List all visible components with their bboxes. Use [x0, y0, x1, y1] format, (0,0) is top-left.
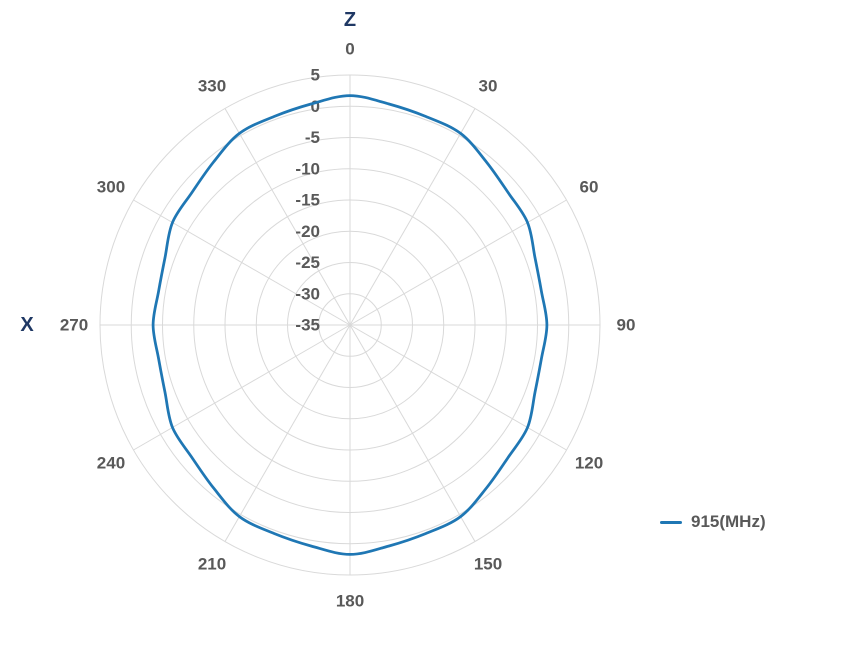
radial-tick-label: -10: [295, 159, 320, 178]
angular-tick-label: 90: [617, 316, 636, 335]
legend: 915(MHz): [660, 512, 766, 532]
grid-spoke: [224, 324, 351, 542]
radial-tick-label: -5: [305, 128, 320, 147]
legend-label: 915(MHz): [691, 512, 766, 531]
angular-tick-label: 120: [575, 454, 603, 473]
grid-spoke: [224, 108, 351, 326]
radial-tick-label: 5: [311, 66, 320, 85]
grid-spoke: [349, 108, 476, 326]
grid-spoke: [133, 324, 351, 451]
angular-tick-label: 300: [97, 178, 125, 197]
angular-tick-label: 150: [474, 555, 502, 574]
angular-tick-labels: 0 30 60 90 120 150 180 210 240 270 300 330: [60, 40, 636, 611]
angular-tick-label: 270: [60, 316, 88, 335]
z-axis-label: Z: [344, 9, 356, 31]
angular-tick-label: 210: [198, 555, 226, 574]
angular-tick-label: 0: [345, 40, 354, 59]
radial-tick-labels: 5 0 -5 -10 -15 -20 -25 -30 -35: [295, 66, 320, 335]
angular-tick-label: 30: [479, 76, 498, 95]
radial-tick-label: 0: [311, 97, 320, 116]
angular-tick-label: 60: [580, 178, 599, 197]
radial-tick-label: -30: [295, 284, 320, 303]
angular-tick-label: 240: [97, 454, 125, 473]
radial-tick-label: -35: [295, 316, 320, 335]
grid-spoke: [349, 324, 476, 542]
radial-tick-label: -15: [295, 191, 320, 210]
grid-spoke: [349, 324, 567, 451]
grid-spoke: [349, 199, 567, 326]
radial-tick-label: -25: [295, 253, 320, 272]
angular-tick-label: 330: [198, 76, 226, 95]
grid-spoke: [133, 199, 351, 326]
angular-tick-label: 180: [336, 592, 364, 611]
legend-line-swatch: [660, 520, 682, 524]
radial-tick-label: -20: [295, 222, 320, 241]
series-line-915mhz: [151, 94, 549, 556]
x-axis-label: X: [20, 314, 34, 336]
polar-grid: [99, 74, 601, 576]
